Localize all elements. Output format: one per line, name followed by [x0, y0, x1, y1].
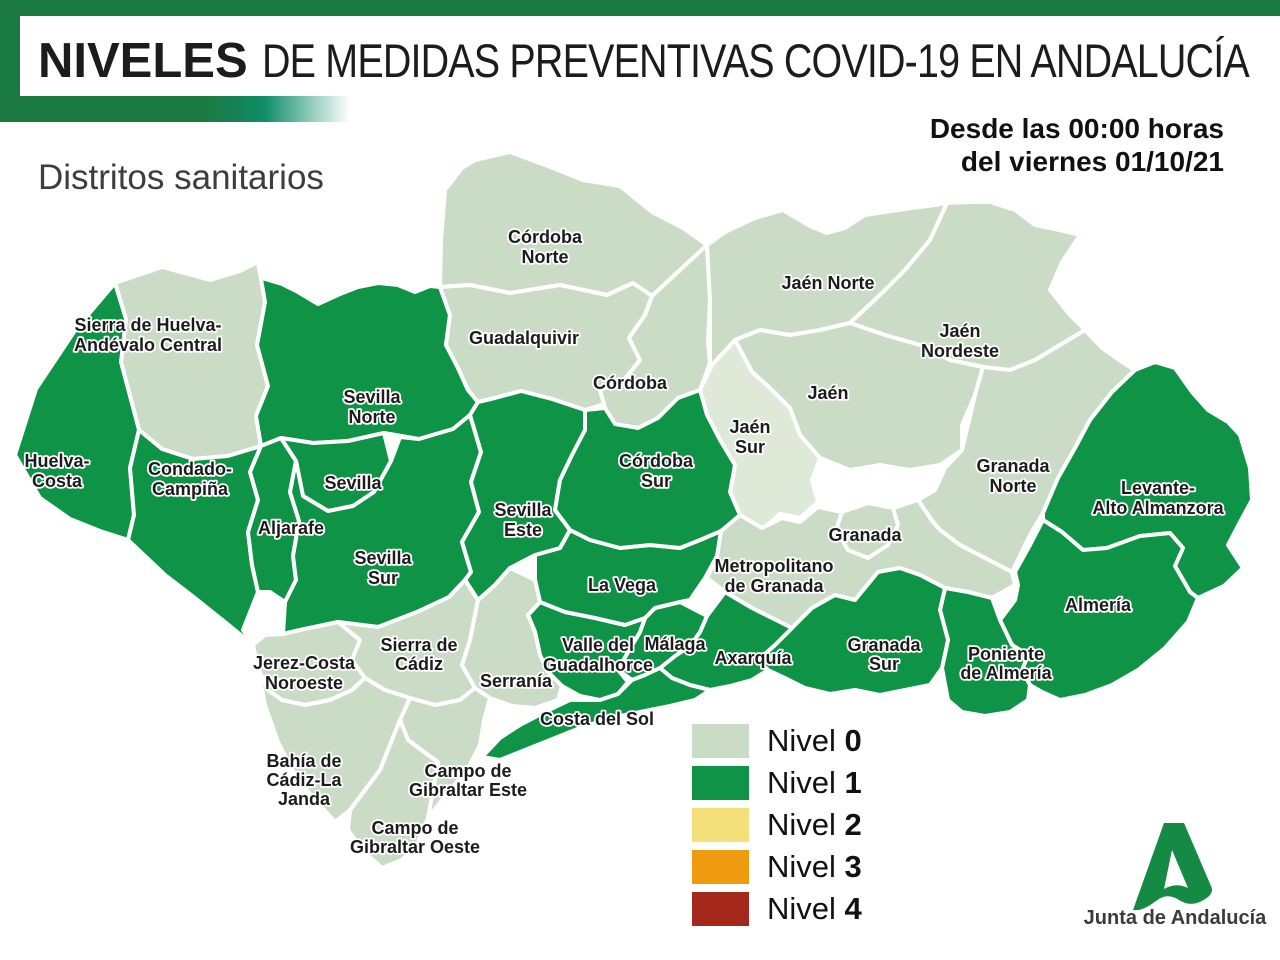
district-label-sevilla-norte: Sevilla [343, 387, 401, 407]
district-costa-del-sol [480, 666, 712, 762]
district-label-jaen: Jaén [807, 383, 848, 403]
junta-logo-text: Junta de Andalucía [1084, 907, 1268, 929]
district-label-cordoba-norte: Córdoba [508, 227, 583, 247]
district-shapes [13, 150, 1254, 870]
district-label-costa-del-sol: Costa del Sol [540, 709, 654, 729]
legend-swatch-nivel-3 [692, 850, 749, 884]
district-label-poniente-de-almeria: de Almería [960, 663, 1052, 683]
district-label-sevilla-este: Sevilla [494, 500, 552, 520]
district-huelva-costa [13, 281, 141, 542]
district-label-jaen-nordeste: Nordeste [921, 341, 999, 361]
district-label-campo-de-gibraltar-oeste: Campo de [371, 818, 458, 838]
district-serrania [460, 566, 564, 710]
district-label-metropolitano-de-granada: Metropolitano [715, 556, 834, 576]
district-label-jerez-costa-noroeste: Jerez-Costa [253, 653, 356, 673]
legend-label-nivel-4: Nivel 4 [767, 891, 862, 926]
district-label-huelva-costa: Huelva- [24, 451, 89, 471]
district-label-huelva-costa: Costa [32, 471, 83, 491]
district-label-cordoba: Córdoba [593, 373, 668, 393]
district-campo-de-gibraltar-oeste [346, 718, 440, 870]
district-label-jaen-sur: Sur [735, 437, 765, 457]
legend-swatch-nivel-1 [692, 766, 749, 800]
district-label-granada: Granada [828, 525, 902, 545]
legend-swatch-nivel-2 [692, 808, 749, 842]
district-label-sevilla-norte: Norte [348, 407, 395, 427]
header-green-band [0, 0, 1280, 16]
district-label-aljarafe: Aljarafe [258, 518, 324, 538]
page-title-rest: DE MEDIDAS PREVENTIVAS COVID-19 EN ANDAL… [261, 34, 1250, 87]
district-label-jaen-norte: Jaén Norte [781, 273, 874, 293]
district-cordoba-sur [553, 388, 742, 550]
district-cordoba-norte [438, 150, 709, 298]
legend-swatch-nivel-0 [692, 724, 749, 758]
district-label-condado-campina: Condado- [148, 459, 232, 479]
district-label-malaga: Málaga [644, 634, 706, 654]
legend-row-nivel-1: Nivel 1 [692, 765, 862, 800]
district-label-cordoba-sur: Córdoba [619, 451, 694, 471]
district-label-la-vega: La Vega [588, 575, 657, 595]
legend-label-nivel-3: Nivel 3 [767, 849, 862, 884]
district-label-granada-sur: Granada [847, 635, 921, 655]
district-label-valle-del-guadalhorce: Guadalhorce [543, 655, 653, 675]
district-label-cordoba-norte: Norte [521, 247, 568, 267]
district-label-jaen-sur: Jaén [729, 417, 770, 437]
district-label-bahia-de-cadiz-la-janda: Janda [278, 789, 331, 809]
legend-row-nivel-2: Nivel 2 [692, 807, 862, 842]
effective-date-line1: Desde las 00:00 horas [929, 113, 1224, 144]
district-label-campo-de-gibraltar-este: Gibraltar Este [409, 780, 527, 800]
legend: Nivel 0 Nivel 1 Nivel 2 Nivel 3 Nivel 4 [692, 723, 862, 926]
district-granada [834, 501, 900, 560]
junta-de-andalucia-logo: Junta de Andalucía [1084, 823, 1268, 929]
district-label-sierra-de-huelva-andevalo-central: Sierra de Huelva- [74, 315, 221, 335]
district-labels: Sierra de Huelva-Andévalo Central Huelva-… [23, 225, 1227, 859]
district-label-sevilla-sur: Sevilla [354, 548, 412, 568]
legend-row-nivel-4: Nivel 4 [692, 891, 862, 926]
district-label-granada-norte: Norte [989, 476, 1036, 496]
district-label-campo-de-gibraltar-oeste: Gibraltar Oeste [350, 837, 480, 857]
effective-date-line2: del viernes 01/10/21 [960, 146, 1224, 177]
district-label-sierra-de-huelva-andevalo-central: Andévalo Central [74, 335, 222, 355]
district-label-axarquia: Axarquía [714, 648, 792, 668]
subtitle-distritos-sanitarios: Distritos sanitarios [38, 158, 324, 197]
district-label-guadalquivir: Guadalquivir [469, 328, 579, 348]
district-label-campo-de-gibraltar-este: Campo de [424, 761, 511, 781]
district-label-bahia-de-cadiz-la-janda: Cádiz-La [266, 770, 342, 790]
page-title: NIVELES DE MEDIDAS PREVENTIVAS COVID-19 E… [38, 33, 1280, 89]
district-label-valle-del-guadalhorce: Valle del [562, 635, 634, 655]
junta-logo-a-icon [1133, 823, 1212, 910]
district-granada-sur [756, 566, 950, 697]
district-label-bahia-de-cadiz-la-janda: Bahía de [266, 751, 341, 771]
legend-label-nivel-1: Nivel 1 [767, 765, 862, 800]
district-almeria [998, 518, 1200, 702]
district-label-sierra-de-cadiz: Cádiz [395, 654, 443, 674]
district-label-sierra-de-cadiz: Sierra de [380, 635, 457, 655]
district-label-sevilla-sur: Sur [368, 568, 398, 588]
district-label-granada-sur: Sur [869, 654, 899, 674]
header-gradient-bar [20, 96, 360, 122]
district-label-jerez-costa-noroeste: Noroeste [265, 673, 343, 693]
effective-date: Desde las 00:00 horas del viernes 01/10/… [930, 112, 1224, 178]
legend-row-nivel-3: Nivel 3 [692, 849, 862, 884]
district-sevilla-este [460, 389, 587, 602]
district-label-cordoba-sur: Sur [641, 471, 671, 491]
legend-swatch-nivel-4 [692, 892, 749, 926]
district-label-poniente-de-almeria: Poniente [968, 644, 1044, 664]
header-green-column [0, 0, 20, 122]
district-label-granada-norte: Granada [976, 456, 1050, 476]
district-label-serrania: Serranía [480, 671, 553, 691]
page-title-bold: NIVELES [38, 34, 248, 88]
district-label-metropolitano-de-granada: de Granada [724, 576, 824, 596]
district-label-almeria: Almería [1065, 595, 1132, 615]
district-label-sevilla-este: Este [504, 520, 542, 540]
district-label-levante-alto-almanzora: Alto Almanzora [1092, 498, 1224, 518]
legend-label-nivel-2: Nivel 2 [767, 807, 862, 842]
district-label-jaen-nordeste: Jaén [939, 321, 980, 341]
district-label-sevilla: Sevilla [324, 473, 382, 493]
legend-label-nivel-0: Nivel 0 [767, 723, 862, 758]
legend-row-nivel-0: Nivel 0 [692, 723, 862, 758]
district-label-levante-alto-almanzora: Levante- [1121, 478, 1195, 498]
district-label-condado-campina: Campiña [152, 479, 229, 499]
